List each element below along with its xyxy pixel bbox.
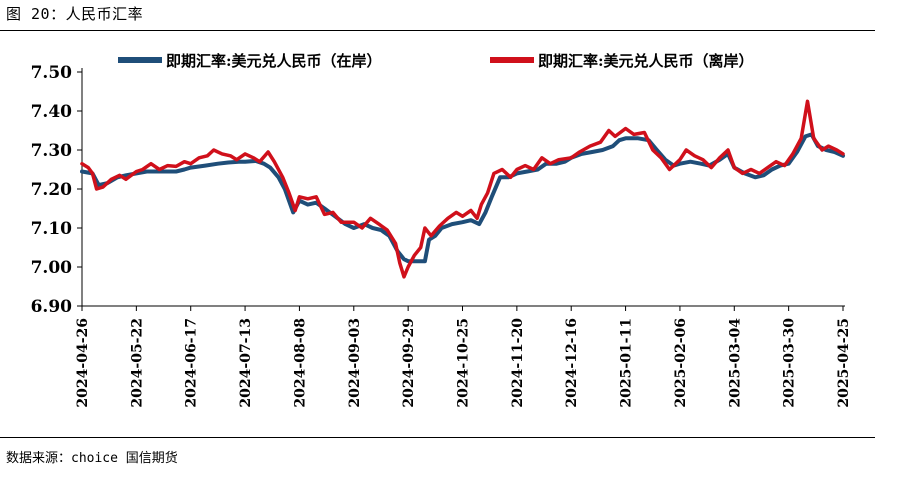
chart-series: [80, 99, 845, 279]
x-tick-label: 2024-12-16: [564, 318, 580, 408]
legend-label-onshore: 即期汇率:美元兑人民币（在岸）: [166, 52, 382, 70]
x-tick-label: 2025-01-11: [619, 318, 635, 408]
x-tick-label: 2024-05-22: [129, 318, 145, 408]
chart-legend: 即期汇率:美元兑人民币（在岸） 即期汇率:美元兑人民币（离岸）: [118, 52, 754, 70]
x-tick-label: 2024-04-26: [75, 318, 91, 408]
y-tick-label: 7.00: [31, 258, 73, 278]
source-note: 数据来源：choice 国信期货: [6, 451, 178, 466]
x-tick-label: 2024-06-17: [184, 318, 200, 408]
bottom-rule: [0, 437, 875, 438]
x-tick-label: 2025-02-06: [673, 318, 689, 408]
x-tick-label: 2025-03-04: [727, 318, 743, 408]
y-tick-label: 6.90: [31, 297, 73, 317]
y-tick-label: 7.30: [31, 141, 73, 161]
x-tick-label: 2024-10-25: [456, 318, 472, 408]
x-tick-label: 2024-07-13: [238, 318, 254, 408]
series-line-offshore: [80, 99, 845, 279]
x-tick-label: 2024-09-29: [401, 318, 417, 408]
y-tick-label: 7.10: [31, 219, 73, 239]
x-tick-label: 2024-08-08: [292, 318, 308, 408]
figure-title: 图 20：人民币汇率: [6, 5, 144, 23]
x-tick-label: 2025-03-30: [782, 318, 798, 408]
y-tick-label: 7.40: [31, 102, 73, 122]
legend-label-offshore: 即期汇率:美元兑人民币（离岸）: [538, 52, 754, 70]
series-line-onshore: [80, 132, 845, 264]
x-tick-label: 2024-11-20: [510, 318, 526, 408]
y-tick-label: 7.50: [31, 63, 73, 83]
top-rule: [0, 30, 875, 31]
y-tick-label: 7.20: [31, 180, 73, 200]
x-tick-label: 2024-09-03: [347, 318, 363, 408]
x-tick-label: 2025-04-25: [836, 318, 852, 408]
